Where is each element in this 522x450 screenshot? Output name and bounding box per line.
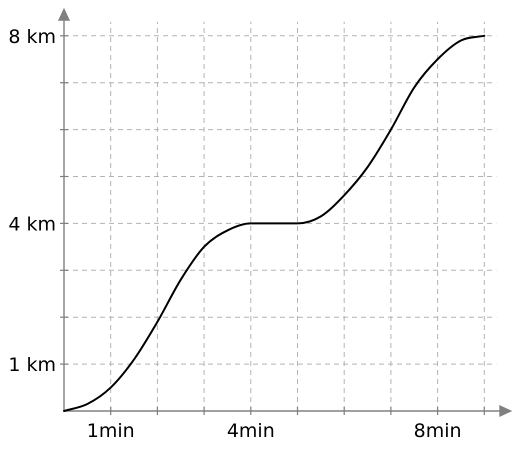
x-axis-arrow-icon xyxy=(499,405,513,417)
y-tick-label: 1 km xyxy=(8,354,56,376)
series-line xyxy=(63,34,486,412)
x-tick-label: 4min xyxy=(227,420,275,442)
tick-labels: 1min 4min 8min 1 km 4 km 8 km xyxy=(8,26,461,442)
grid xyxy=(64,21,497,411)
x-tick-label: 1min xyxy=(87,420,135,442)
x-tick-label: 8min xyxy=(414,420,462,442)
y-axis-arrow-icon xyxy=(58,7,70,21)
y-tick-label: 8 km xyxy=(8,26,56,48)
series xyxy=(63,34,486,412)
axes xyxy=(58,7,513,417)
y-tick-label: 4 km xyxy=(8,213,56,235)
tick-marks xyxy=(60,35,485,415)
